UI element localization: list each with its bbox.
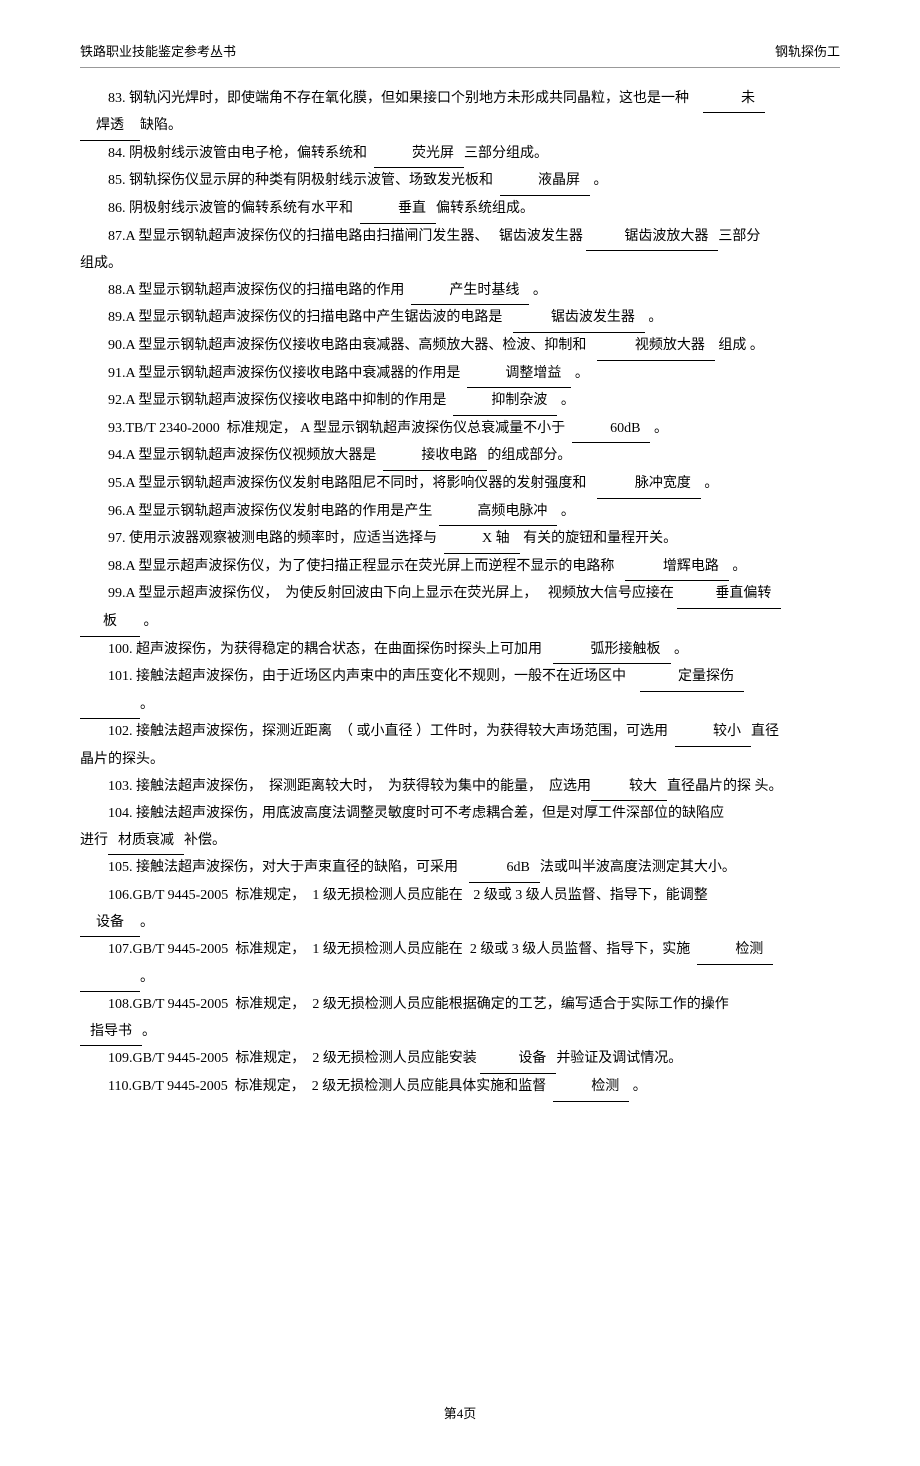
q86-answer: 垂直 (360, 196, 436, 224)
q101: 101. 接触法超声波探伤，由于近场区内声束中的声压变化不规则，一般不在近场区中… (80, 664, 840, 692)
q84-answer: 荧光屏 (374, 141, 464, 169)
q94-answer: 接收电路 (383, 443, 487, 471)
q109-answer: 设备 (480, 1046, 556, 1074)
q106-answer: 设备 (80, 910, 140, 938)
q110-answer: 检测 (553, 1074, 629, 1102)
page-header: 铁路职业技能鉴定参考丛书 钢轨探伤工 (80, 40, 840, 68)
q88: 88.A 型显示钢轨超声波探伤仪的扫描电路的作用 产生时基线 。 (80, 278, 840, 306)
q106-cont: 设备。 (80, 910, 840, 938)
q105: 105. 接触法超声波探伤，对大于声束直径的缺陷，可采用 6dB法或叫半波高度法… (80, 855, 840, 883)
q87-answer: 锯齿波放大器 (586, 224, 718, 252)
q89-answer: 锯齿波发生器 (513, 305, 645, 333)
q90: 90.A 型显示钢轨超声波探伤仪接收电路由衰减器、高频放大器、检波、抑制和 视频… (80, 333, 840, 361)
q104-answer: 材质衰减 (108, 828, 184, 856)
q103-answer: 较大 (591, 774, 667, 802)
q108-answer: 指导书 (80, 1019, 142, 1047)
q110: 110.GB/T 9445-2005 标准规定， 2 级无损检测人员应能具体实施… (80, 1074, 840, 1102)
q101-cont: 。 (80, 692, 840, 720)
q95: 95.A 型显示钢轨超声波探伤仪发射电路阻尼不同时，将影响仪器的发射强度和 脉冲… (80, 471, 840, 499)
q102-answer: 较小 (675, 719, 751, 747)
q102-cont: 晶片的探头。 (80, 747, 840, 774)
q107-cont: 。 (80, 965, 840, 993)
q95-answer: 脉冲宽度 (597, 471, 701, 499)
q84: 84. 阴极射线示波管由电子枪，偏转系统和 荧光屏三部分组成。 (80, 141, 840, 169)
q89: 89.A 型显示钢轨超声波探伤仪的扫描电路中产生锯齿波的电路是 锯齿波发生器 。 (80, 305, 840, 333)
q109: 109.GB/T 9445-2005 标准规定， 2 级无损检测人员应能安装 设… (80, 1046, 840, 1074)
q99: 99.A 型显示超声波探伤仪， 为使反射回波由下向上显示在荧光屏上， 视频放大信… (80, 581, 840, 609)
q88-answer: 产生时基线 (411, 278, 529, 306)
q107: 107.GB/T 9445-2005 标准规定， 1 级无损检测人员应能在 2 … (80, 937, 840, 965)
q99-cont: 板 。 (80, 609, 840, 637)
q92: 92.A 型显示钢轨超声波探伤仪接收电路中抑制的作用是 抑制杂波 。 (80, 388, 840, 416)
q93: 93.TB/T 2340-2000 标准规定， A 型显示钢轨超声波探伤仪总衰减… (80, 416, 840, 444)
q94: 94.A 型显示钢轨超声波探伤仪视频放大器是 接收电路的组成部分。 (80, 443, 840, 471)
page-footer: 第4页 (80, 1402, 840, 1427)
q101-answer: 定量探伤 (640, 664, 744, 692)
q104: 104. 接触法超声波探伤，用底波高度法调整灵敏度时可不考虑耦合差，但是对厚工件… (80, 801, 840, 828)
q100: 100. 超声波探伤，为获得稳定的耦合状态，在曲面探伤时探头上可加用 弧形接触板… (80, 637, 840, 665)
q104-cont: 进行材质衰减补偿。 (80, 828, 840, 856)
q91-answer: 调整增益 (467, 361, 571, 389)
q87: 87.A 型显示钢轨超声波探伤仪的扫描电路由扫描闸门发生器、 锯齿波发生器 锯齿… (80, 224, 840, 252)
q107-answer: 检测 (697, 937, 773, 965)
q98-answer: 增辉电路 (625, 554, 729, 582)
q90-answer: 视频放大器 (597, 333, 715, 361)
q103: 103. 接触法超声波探伤， 探测距离较大时， 为获得较为集中的能量， 应选用较… (80, 774, 840, 802)
header-right: 钢轨探伤工 (775, 40, 840, 65)
q98: 98.A 型显示超声波探伤仪，为了使扫描正程显示在荧光屏上而逆程不显示的电路称 … (80, 554, 840, 582)
header-left: 铁路职业技能鉴定参考丛书 (80, 40, 236, 65)
q105-answer: 6dB (469, 855, 540, 883)
q96: 96.A 型显示钢轨超声波探伤仪发射电路的作用是产生 高频电脉冲 。 (80, 499, 840, 527)
q99-answer: 垂直偏转 (677, 581, 781, 609)
q91: 91.A 型显示钢轨超声波探伤仪接收电路中衰减器的作用是 调整增益 。 (80, 361, 840, 389)
content-body: 83. 钢轨闪光焊时，即使端角不存在氧化膜，但如果接口个别地方未形成共同晶粒，这… (80, 86, 840, 1102)
q97: 97. 使用示波器观察被测电路的频率时，应适当选择与 X 轴 有关的旋钮和量程开… (80, 526, 840, 554)
q87-cont: 组成。 (80, 251, 840, 278)
q83: 83. 钢轨闪光焊时，即使端角不存在氧化膜，但如果接口个别地方未形成共同晶粒，这… (80, 86, 840, 114)
q93-answer: 60dB (572, 416, 650, 444)
q83-cont: 焊透缺陷。 (80, 113, 840, 141)
q108: 108.GB/T 9445-2005 标准规定， 2 级无损检测人员应能根据确定… (80, 992, 840, 1019)
q100-answer: 弧形接触板 (553, 637, 671, 665)
q85: 85. 钢轨探伤仪显示屏的种类有阴极射线示波管、场致发光板和 液晶屏 。 (80, 168, 840, 196)
q102: 102. 接触法超声波探伤，探测近距离 （ 或小直径 ）工件时，为获得较大声场范… (80, 719, 840, 747)
q83-answer: 未 (703, 86, 765, 114)
q92-answer: 抑制杂波 (453, 388, 557, 416)
q97-answer: X 轴 (444, 526, 520, 554)
q108-cont: 指导书。 (80, 1019, 840, 1047)
q85-answer: 液晶屏 (500, 168, 590, 196)
q106: 106.GB/T 9445-2005 标准规定， 1 级无损检测人员应能在 2 … (80, 883, 840, 910)
q86: 86. 阴极射线示波管的偏转系统有水平和 垂直偏转系统组成。 (80, 196, 840, 224)
q96-answer: 高频电脉冲 (439, 499, 557, 527)
